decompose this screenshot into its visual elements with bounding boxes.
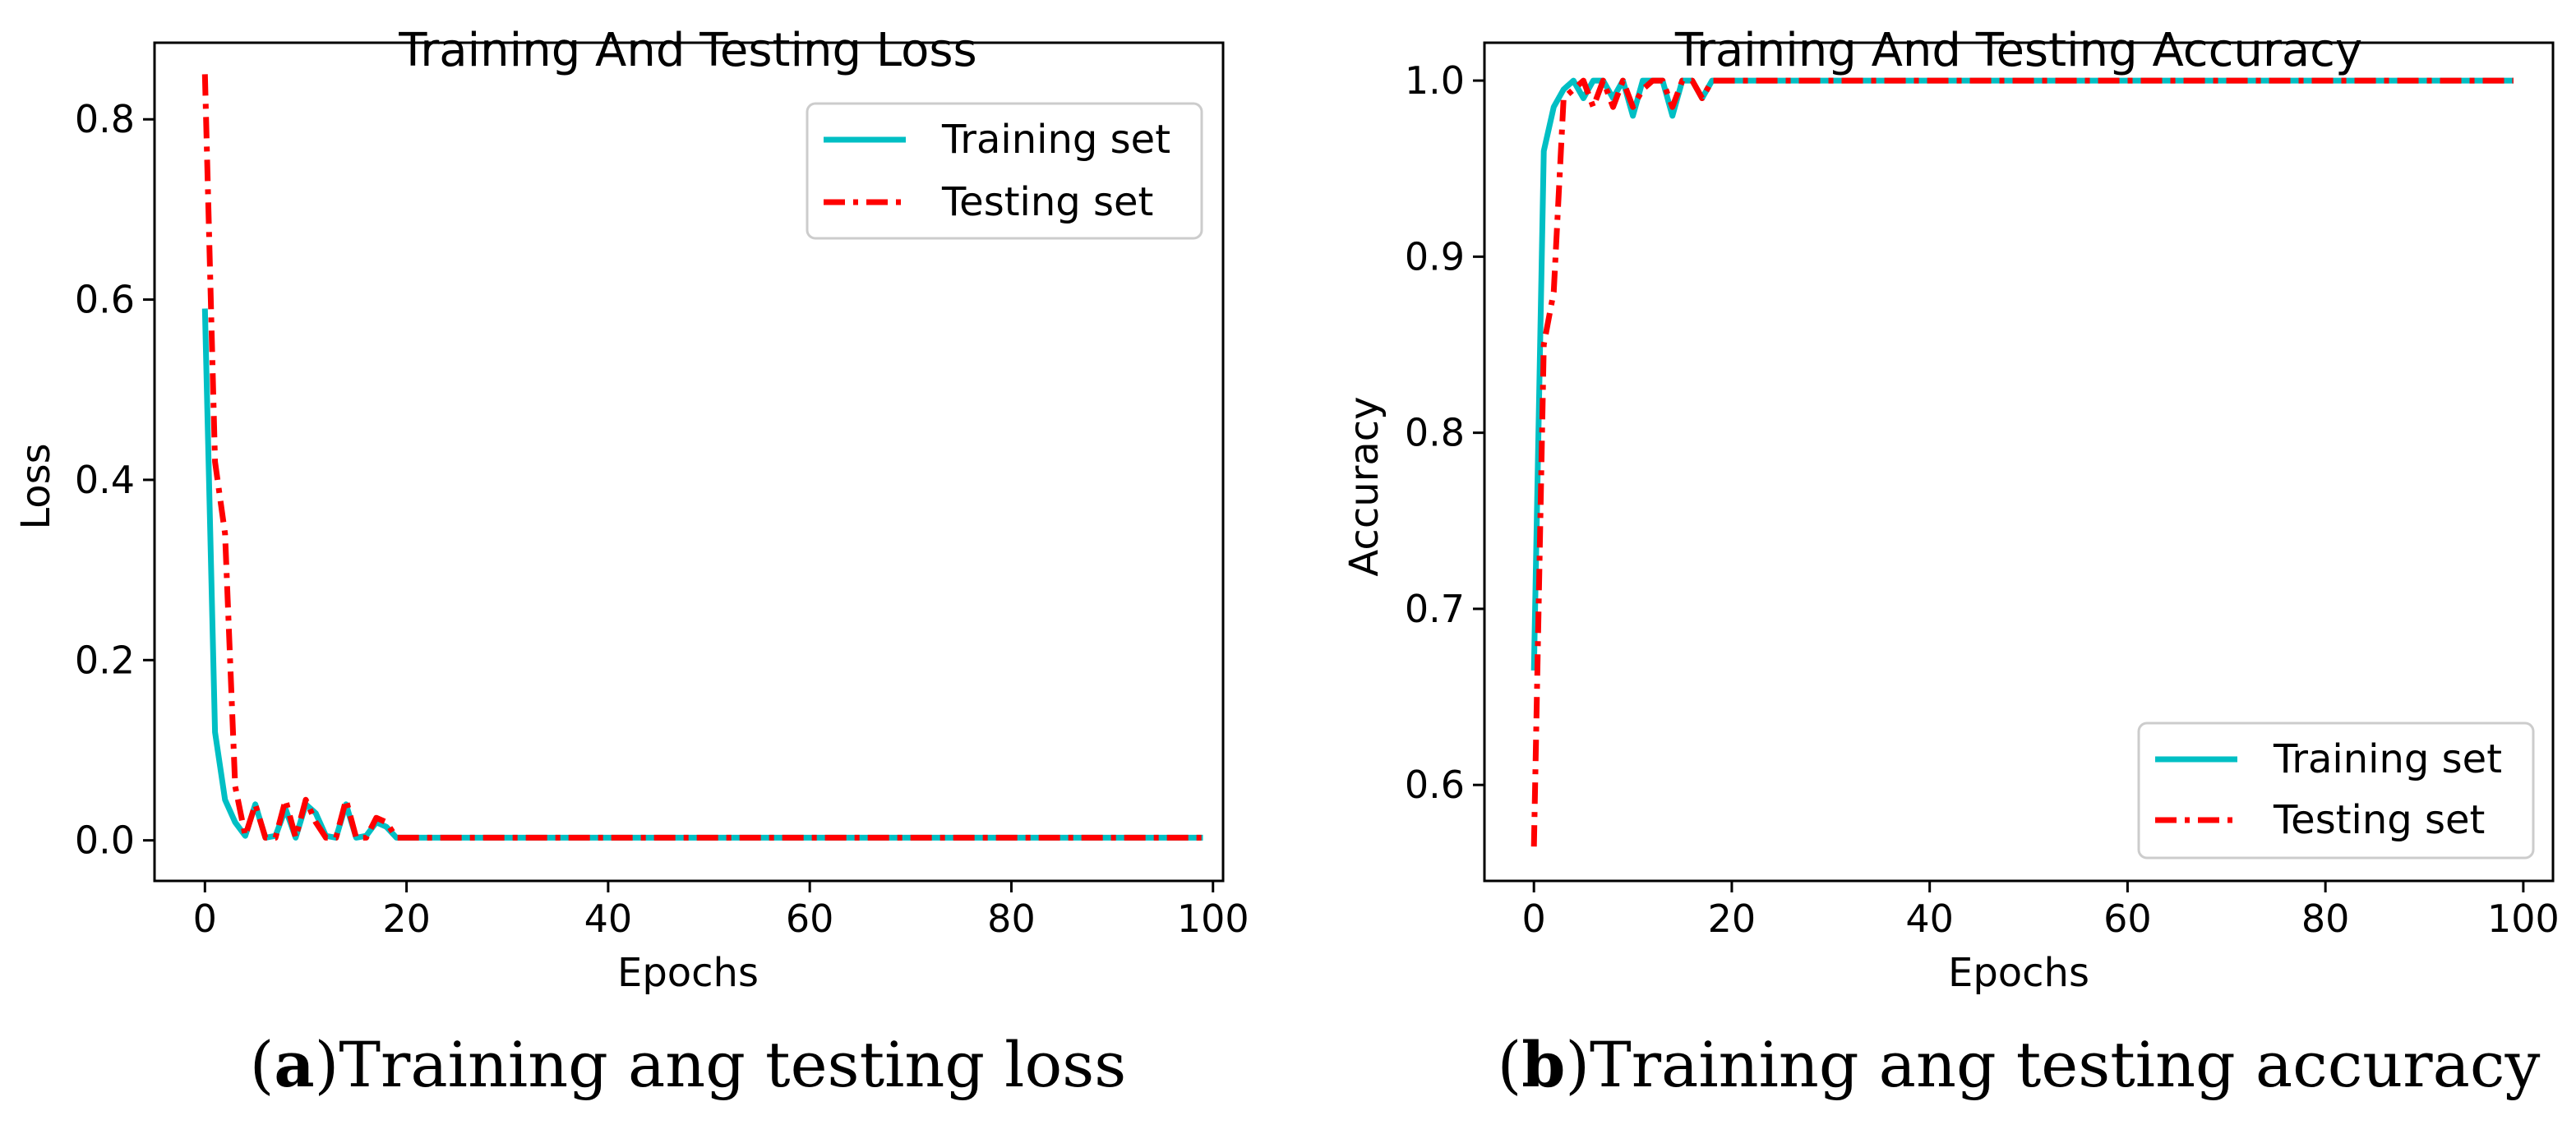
- loss-caption-body: Training ang testing loss: [339, 1028, 1126, 1101]
- loss-legend-training-label: Training set: [941, 117, 1170, 163]
- loss-xlabel: Epochs: [617, 950, 759, 996]
- loss-ytick-label: 0.6: [75, 278, 135, 322]
- loss-plot-frame: [153, 41, 1225, 883]
- loss-caption-text: (a)Training ang testing loss: [250, 1028, 1126, 1101]
- loss-ytick-label: 0.0: [75, 818, 135, 863]
- loss-legend: Training set Testing set: [806, 102, 1203, 240]
- accuracy-legend-training-label: Training set: [2273, 736, 2502, 782]
- accuracy-xtick-label: 40: [1905, 897, 1954, 941]
- accuracy-series-training-line: [1530, 77, 2514, 671]
- accuracy-ylabel: Accuracy: [1341, 396, 1387, 576]
- accuracy-ytick-label: 0.8: [1405, 411, 1465, 455]
- chart-accuracy: Training And Testing Accuracy 0 20 40 60 80 1…: [1341, 24, 2560, 1101]
- accuracy-xtick-label: 80: [2301, 897, 2350, 941]
- loss-xtick-label: 0: [193, 897, 217, 941]
- accuracy-axes-group: 0 20 40 60 80 100 0.6 0.7 0.8 0.9 1.0: [1405, 58, 2560, 941]
- loss-xtick-label: 20: [382, 897, 431, 941]
- accuracy-caption-text: (b)Training ang testing accuracy: [1498, 1028, 2541, 1101]
- accuracy-xtick-label: 60: [2103, 897, 2152, 941]
- accuracy-caption-letter: b: [1521, 1028, 1565, 1101]
- accuracy-xlabel: Epochs: [1948, 950, 2089, 996]
- accuracy-legend: Training set Testing set: [2137, 721, 2535, 860]
- chart-loss: Training And Testing Loss 0 20 40 60 80 100 0.…: [13, 24, 1249, 1101]
- loss-caption: (a)Training ang testing loss: [250, 1028, 1126, 1101]
- accuracy-series-testing-line: [1530, 77, 2514, 847]
- loss-xtick-label: 60: [786, 897, 834, 941]
- loss-series-group: [201, 74, 1203, 841]
- loss-axes-group: 0 20 40 60 80 100 0.0 0.2 0.4 0.6 0.8: [75, 97, 1249, 941]
- loss-ytick-label: 0.2: [75, 638, 135, 682]
- loss-xtick-label: 40: [584, 897, 633, 941]
- accuracy-legend-testing-label: Testing set: [2273, 797, 2485, 843]
- accuracy-series-group: [1530, 77, 2514, 847]
- loss-series-testing-line: [201, 74, 1203, 841]
- loss-xtick-label: 80: [987, 897, 1036, 941]
- accuracy-ytick-label: 0.6: [1405, 763, 1465, 807]
- accuracy-xtick-label: 0: [1522, 897, 1546, 941]
- accuracy-caption: (b)Training ang testing accuracy: [1498, 1028, 2541, 1101]
- accuracy-ytick-label: 0.9: [1405, 234, 1465, 279]
- accuracy-ytick-label: 0.7: [1405, 587, 1465, 631]
- accuracy-plot-frame: [1483, 41, 2555, 883]
- loss-ytick-label: 0.8: [75, 97, 135, 141]
- accuracy-xtick-label: 100: [2487, 897, 2560, 941]
- accuracy-caption-body: Training ang testing accuracy: [1590, 1028, 2540, 1101]
- accuracy-title: Training And Testing Accuracy: [1674, 24, 2362, 77]
- loss-legend-testing-label: Testing set: [941, 179, 1153, 225]
- loss-series-training-line: [201, 308, 1203, 841]
- loss-xtick-label: 100: [1177, 897, 1249, 941]
- accuracy-ytick-label: 1.0: [1405, 58, 1465, 103]
- loss-title: Training And Testing Loss: [398, 24, 976, 77]
- loss-ylabel: Loss: [13, 443, 59, 529]
- loss-ytick-label: 0.4: [75, 458, 135, 502]
- loss-caption-letter: a: [274, 1028, 314, 1101]
- accuracy-xtick-label: 20: [1708, 897, 1757, 941]
